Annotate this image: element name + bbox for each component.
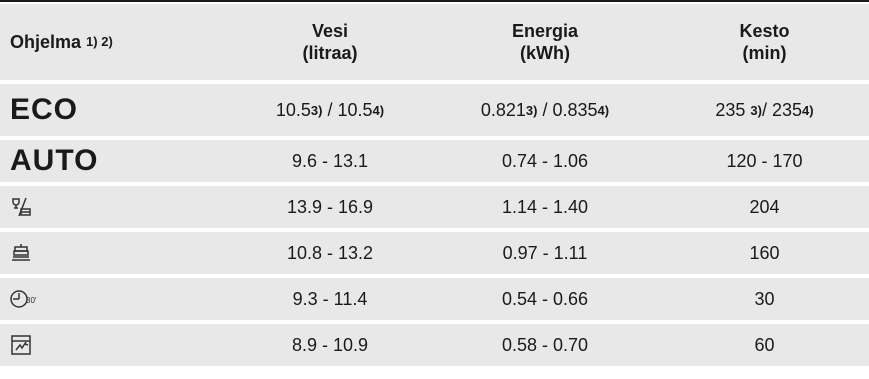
program-auto: AUTO [10, 144, 99, 177]
table-header-row: Ohjelma 1) 2) Vesi (litraa) Energia (kWh) … [0, 4, 869, 80]
water-glass: 13.9 - 16.9 [286, 196, 374, 217]
water-machinecare: 8.9 - 10.9 [291, 334, 369, 355]
program-machinecare-cell [10, 324, 230, 366]
table-row-timer30: 30′ 9.3 - 11.4 0.54 - 0.66 30 [0, 278, 869, 320]
energy-machinecare: 0.58 - 0.70 [501, 334, 589, 355]
table-row-eco: ECO 10.5 3) / 10.5 4) 0.821 3) / 0.835 4) 23… [0, 84, 869, 136]
energy-dishes: 0.97 - 1.11 [502, 242, 588, 263]
header-duration: Kesto (min) [739, 21, 790, 63]
svg-text:30′: 30′ [26, 296, 37, 305]
water-dishes: 10.8 - 13.2 [286, 242, 374, 263]
timer-30-icon: 30′ [10, 288, 40, 310]
header-energy: Energia (kWh) [511, 21, 579, 63]
energy-timer30: 0.54 - 0.66 [501, 288, 589, 309]
duration-dishes: 160 [749, 242, 780, 263]
table-row-dishes: 10.8 - 13.2 0.97 - 1.11 160 [0, 232, 869, 274]
water-eco: 10.5 3) / 10.5 4) [275, 99, 385, 120]
duration-timer30: 30 [754, 288, 775, 309]
table-row-auto: AUTO 9.6 - 13.1 0.74 - 1.06 120 - 170 [0, 140, 869, 182]
header-program: Ohjelma 1) 2) [10, 32, 113, 52]
energy-auto: 0.74 - 1.06 [501, 150, 589, 171]
program-timer30-cell: 30′ [10, 278, 230, 320]
program-glass-cell [10, 186, 230, 228]
table-row-machinecare: 8.9 - 10.9 0.58 - 0.70 60 [0, 324, 869, 366]
glass-plate-icon [10, 196, 32, 218]
duration-eco: 235 3)/ 235 4) [715, 99, 814, 120]
header-water: Vesi (litraa) [302, 21, 358, 63]
water-timer30: 9.3 - 11.4 [292, 288, 368, 309]
energy-glass: 1.14 - 1.40 [501, 196, 589, 217]
duration-auto: 120 - 170 [726, 150, 803, 171]
stacked-dishes-icon [10, 242, 32, 264]
machine-care-icon [10, 334, 32, 356]
table-row-glass: 13.9 - 16.9 1.14 - 1.40 204 [0, 186, 869, 228]
table-top-border [0, 0, 869, 2]
duration-glass: 204 [749, 196, 780, 217]
program-eco: ECO [10, 93, 79, 126]
duration-machinecare: 60 [754, 334, 775, 355]
program-dishes-cell [10, 232, 230, 274]
energy-eco: 0.821 3) / 0.835 4) [480, 99, 610, 120]
water-auto: 9.6 - 13.1 [291, 150, 369, 171]
